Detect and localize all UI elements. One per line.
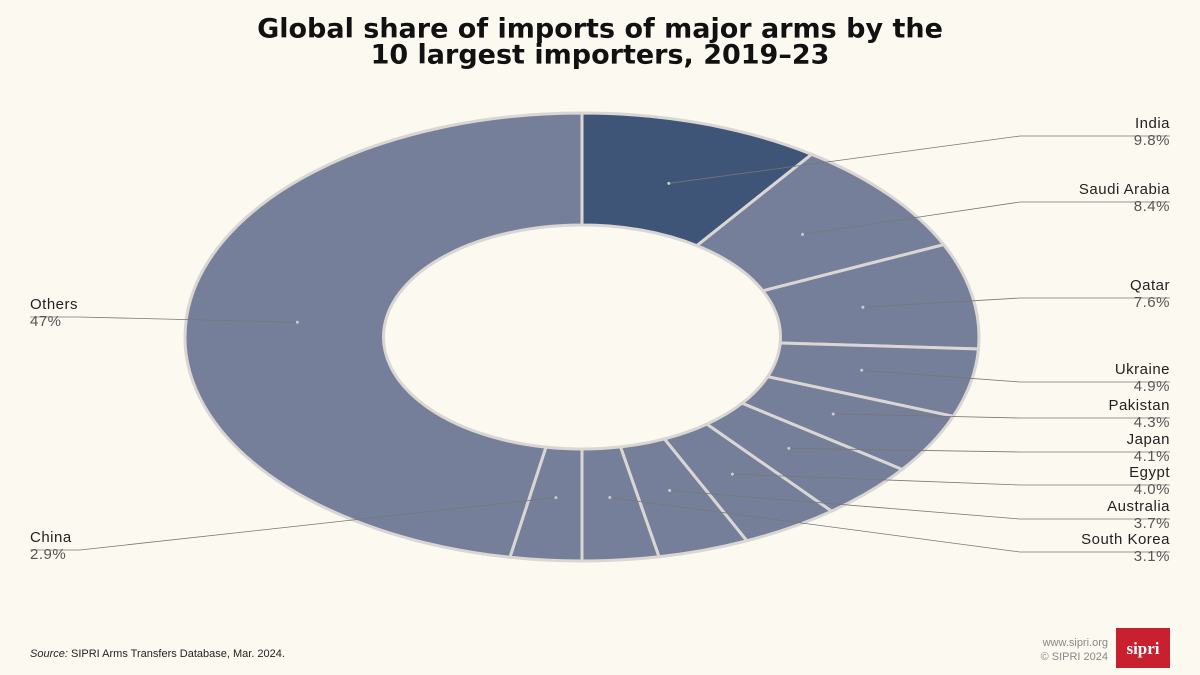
leader-line	[609, 497, 1170, 553]
leader-line	[861, 369, 1170, 383]
leader-line	[30, 316, 298, 323]
leader-dot	[667, 181, 671, 185]
leader-dot	[668, 489, 672, 493]
value-label: 4.3%	[1134, 414, 1170, 431]
segment	[183, 111, 584, 559]
leader-line	[668, 135, 1170, 184]
copyright: © SIPRI 2024	[1041, 651, 1108, 663]
value-label: 8.4%	[1134, 198, 1170, 215]
value-label: 47%	[30, 313, 62, 330]
value-label: 2.9%	[30, 546, 66, 563]
value-label: 4.1%	[1134, 448, 1170, 465]
value-label: 7.6%	[1134, 294, 1170, 311]
leader-dot	[860, 368, 864, 372]
leader-line	[802, 201, 1170, 235]
value-label: 3.1%	[1134, 548, 1170, 565]
category-label: India	[1135, 115, 1170, 132]
category-label: Pakistan	[1108, 397, 1170, 414]
source-label: Source:	[30, 648, 68, 660]
donut	[183, 111, 981, 563]
value-label: 3.7%	[1134, 515, 1170, 532]
value-label: 4.9%	[1134, 378, 1170, 395]
logo-box	[1116, 628, 1170, 668]
leader-dot	[295, 320, 299, 324]
category-label: Ukraine	[1115, 361, 1170, 378]
website: www.sipri.org	[1042, 637, 1108, 649]
value-label: 9.8%	[1134, 132, 1170, 149]
category-label: Egypt	[1129, 464, 1170, 481]
source-note: Source: SIPRI Arms Transfers Database, M…	[30, 648, 285, 660]
leader-line	[788, 447, 1170, 453]
leader-dot	[608, 496, 612, 500]
leader-line	[833, 413, 1170, 419]
source: SIPRI Arms Transfers Database, Mar. 2024…	[71, 648, 285, 660]
category-label: Japan	[1127, 431, 1170, 448]
category-label: Others	[30, 296, 78, 313]
leader-line	[732, 473, 1170, 486]
leader-dot	[801, 232, 805, 236]
value-label: 4.0%	[1134, 481, 1170, 498]
chart-title: Global share of imports of major arms by…	[257, 14, 943, 45]
category-label: Saudi Arabia	[1079, 181, 1170, 198]
leader-line	[862, 297, 1170, 308]
leader-dot	[554, 496, 558, 500]
leader-line	[30, 497, 556, 551]
category-label: China	[30, 529, 72, 546]
category-label: Qatar	[1130, 277, 1170, 294]
leader-dot	[831, 412, 835, 416]
leader-dot	[861, 305, 865, 309]
chart-title: 10 largest importers, 2019–23	[371, 40, 830, 71]
leader-line	[669, 490, 1170, 520]
logo: sipri	[1126, 639, 1159, 658]
leader-dot	[787, 446, 791, 450]
leader-dot	[730, 472, 734, 476]
category-label: South Korea	[1081, 531, 1170, 548]
category-label: Australia	[1107, 498, 1170, 515]
